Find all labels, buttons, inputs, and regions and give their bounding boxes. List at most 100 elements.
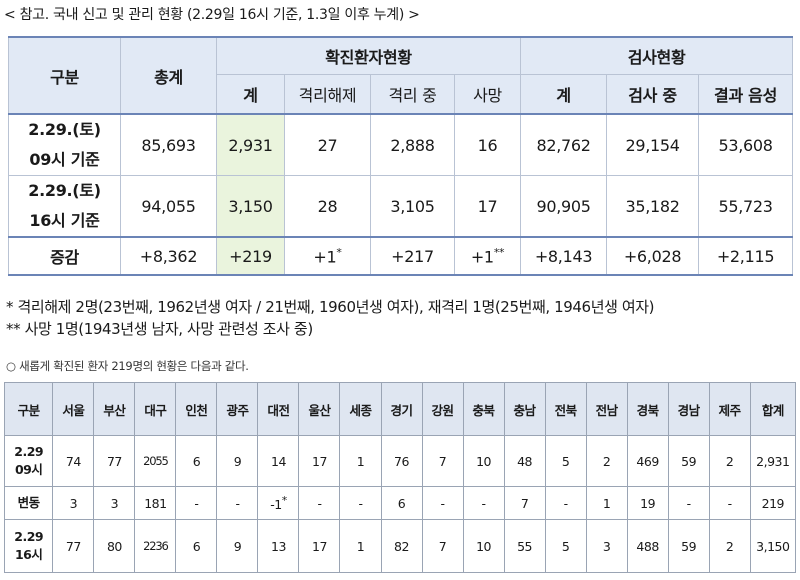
cell: 6 bbox=[175, 435, 218, 487]
header-seoul: 서울 bbox=[52, 382, 95, 436]
cell-death: 17 bbox=[453, 175, 522, 238]
cell: 3 bbox=[93, 486, 136, 520]
cell: 3 bbox=[585, 519, 628, 573]
header-chungbuk: 충북 bbox=[462, 382, 505, 436]
cell: 6 bbox=[175, 519, 218, 573]
cell-confirmed: 3,150 bbox=[216, 175, 285, 238]
cell: - bbox=[298, 486, 341, 520]
cell: 74 bbox=[52, 435, 95, 487]
header-gyeonggi: 경기 bbox=[380, 382, 423, 436]
footnote-mark: * bbox=[281, 493, 288, 507]
summary-row-0900: 2.29.(토) 09시 기준 85,693 2,931 27 2,888 16… bbox=[8, 113, 794, 176]
cell: 1 bbox=[339, 519, 382, 573]
cell: 2236 bbox=[134, 519, 177, 573]
header-test-group: 검사현황 bbox=[520, 36, 794, 75]
cell: 7 bbox=[421, 519, 464, 573]
cell-negative: +2,115 bbox=[698, 236, 794, 276]
cell: 5 bbox=[544, 435, 587, 487]
cell-sum: 3,150 bbox=[749, 519, 797, 573]
cell: - bbox=[667, 486, 710, 520]
cell: 488 bbox=[626, 519, 669, 573]
cell-tests: 90,905 bbox=[520, 175, 608, 238]
header-sejong: 세종 bbox=[339, 382, 382, 436]
header-jeonnam: 전남 bbox=[585, 382, 628, 436]
header-isolated: 격리 중 bbox=[370, 74, 455, 115]
cell: 19 bbox=[626, 486, 669, 520]
cell: 2 bbox=[585, 435, 628, 487]
row-label: 2.29 16시 bbox=[3, 519, 54, 573]
cell-death: +1** bbox=[453, 236, 522, 276]
cell-released: +1* bbox=[284, 236, 371, 276]
cell-testing: 29,154 bbox=[606, 113, 700, 176]
cell: 3 bbox=[52, 486, 95, 520]
summary-table: 구분 총계 확진환자현황 검사현황 계 격리해제 격리 중 사망 계 검사 중 … bbox=[8, 36, 794, 276]
footnote-mark: ** bbox=[493, 245, 505, 259]
header-chungnam: 충남 bbox=[503, 382, 546, 436]
cell: 17 bbox=[298, 435, 341, 487]
cell-released: 28 bbox=[284, 175, 371, 238]
cell: 77 bbox=[52, 519, 95, 573]
header-total: 총계 bbox=[120, 36, 217, 115]
header-gyeongbuk: 경북 bbox=[626, 382, 669, 436]
cell: 82 bbox=[380, 519, 423, 573]
cell: - bbox=[339, 486, 382, 520]
row-label: 증감 bbox=[8, 236, 121, 276]
regional-table: 구분 서울 부산 대구 인천 광주 대전 울산 세종 경기 강원 충북 충남 전… bbox=[3, 382, 797, 573]
cell-isolated: 2,888 bbox=[370, 113, 455, 176]
cell: 55 bbox=[503, 519, 546, 573]
header-gwangju: 광주 bbox=[216, 382, 259, 436]
cell: 48 bbox=[503, 435, 546, 487]
cell: - bbox=[216, 486, 259, 520]
header-busan: 부산 bbox=[93, 382, 136, 436]
header-negative: 결과 음성 bbox=[698, 74, 794, 115]
cell: - bbox=[544, 486, 587, 520]
cell: 1 bbox=[339, 435, 382, 487]
cell: 9 bbox=[216, 435, 259, 487]
cell-tests: +8,143 bbox=[520, 236, 608, 276]
header-gyeongnam: 경남 bbox=[667, 382, 710, 436]
cell: 13 bbox=[257, 519, 300, 573]
footnote-mark: * bbox=[336, 245, 342, 259]
cell-confirmed: +219 bbox=[216, 236, 285, 276]
cell-death: 16 bbox=[453, 113, 522, 176]
cell-negative: 53,608 bbox=[698, 113, 794, 176]
reference-caption: < 참고. 국내 신고 및 관리 현황 (2.29일 16시 기준, 1.3일 … bbox=[4, 7, 420, 23]
cell: 2055 bbox=[134, 435, 177, 487]
header-ulsan: 울산 bbox=[298, 382, 341, 436]
row-label: 변동 bbox=[3, 486, 54, 520]
footnote-released: * 격리해제 2명(23번째, 1962년생 여자 / 21번째, 1960년생… bbox=[6, 298, 655, 316]
cell: - bbox=[462, 486, 505, 520]
cell: 59 bbox=[667, 435, 710, 487]
regional-row-1600: 2.29 16시 77 80 2236 6 9 13 17 1 82 7 10 … bbox=[3, 519, 797, 573]
cell-confirmed: 2,931 bbox=[216, 113, 285, 176]
cell: 469 bbox=[626, 435, 669, 487]
regional-row-0900: 2.29 09시 74 77 2055 6 9 14 17 1 76 7 10 … bbox=[3, 435, 797, 487]
cell-total: 85,693 bbox=[120, 113, 217, 176]
cell: - bbox=[421, 486, 464, 520]
header-test-sum: 계 bbox=[520, 74, 608, 115]
regional-header-row: 구분 서울 부산 대구 인천 광주 대전 울산 세종 경기 강원 충북 충남 전… bbox=[3, 382, 797, 436]
regional-caption: ○ 새롭게 확진된 환자 219명의 현황은 다음과 같다. bbox=[6, 359, 249, 373]
cell: 10 bbox=[462, 435, 505, 487]
cell-isolated: 3,105 bbox=[370, 175, 455, 238]
cell-isolated: +217 bbox=[370, 236, 455, 276]
cell: - bbox=[708, 486, 751, 520]
row-label: 2.29.(토) 16시 기준 bbox=[8, 175, 121, 238]
cell-tests: 82,762 bbox=[520, 113, 608, 176]
cell: 6 bbox=[380, 486, 423, 520]
cell: 10 bbox=[462, 519, 505, 573]
cell: - bbox=[175, 486, 218, 520]
cell-sum: 2,931 bbox=[749, 435, 797, 487]
summary-row-1600: 2.29.(토) 16시 기준 94,055 3,150 28 3,105 17… bbox=[8, 175, 794, 238]
header-category: 구분 bbox=[8, 36, 121, 115]
header-incheon: 인천 bbox=[175, 382, 218, 436]
row-label: 2.29.(토) 09시 기준 bbox=[8, 113, 121, 176]
cell-negative: 55,723 bbox=[698, 175, 794, 238]
header-sum: 합계 bbox=[749, 382, 797, 436]
header-daegu: 대구 bbox=[134, 382, 177, 436]
header-death: 사망 bbox=[453, 74, 522, 115]
cell: 7 bbox=[503, 486, 546, 520]
summary-row-increase: 증감 +8,362 +219 +1* +217 +1** +8,143 +6,0… bbox=[8, 236, 794, 276]
cell: -1* bbox=[257, 486, 300, 520]
header-category: 구분 bbox=[3, 382, 54, 436]
